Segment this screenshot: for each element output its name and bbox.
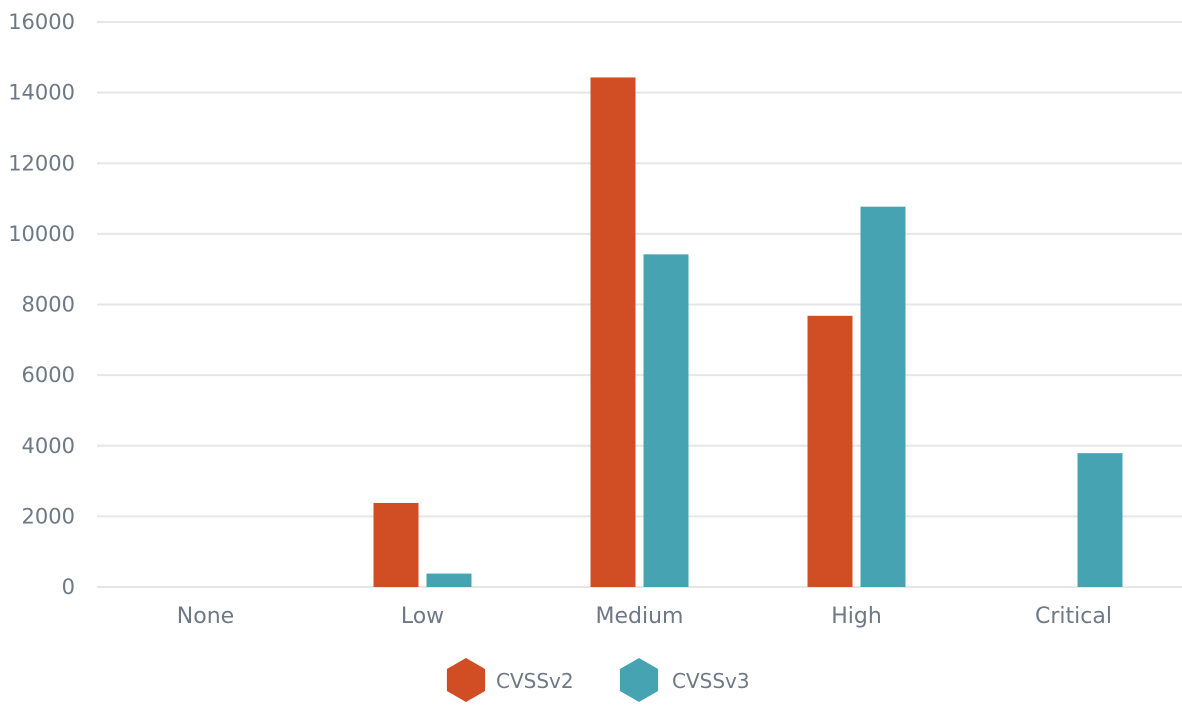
y-tick-label: 10000	[8, 222, 75, 246]
x-tick-label: Medium	[596, 604, 684, 629]
y-tick-label: 0	[62, 575, 75, 599]
y-tick-label: 16000	[8, 10, 75, 34]
bar-cvssv3-medium	[643, 254, 689, 587]
x-tick-label: None	[177, 604, 234, 629]
legend-item-cvssv2[interactable]: CVSSv2	[446, 658, 574, 702]
bar-cvssv2-high	[807, 315, 853, 587]
legend-label: CVSSv2	[496, 669, 574, 693]
x-tick-label: High	[831, 604, 882, 629]
hexagon-icon	[619, 658, 659, 702]
x-tick-label: Low	[401, 604, 444, 629]
legend-item-cvssv3[interactable]: CVSSv3	[619, 658, 750, 702]
y-tick-label: 12000	[8, 151, 75, 175]
bar-cvssv3-low	[426, 573, 472, 587]
bar-cvssv3-critical	[1077, 453, 1123, 587]
y-axis: 0 2000 4000 6000 8000 10000 12000 14000 16000	[8, 10, 75, 599]
grid	[97, 21, 1182, 588]
bar-cvssv3-high	[860, 206, 906, 587]
y-tick-label: 4000	[22, 434, 75, 458]
legend-label: CVSSv3	[672, 669, 750, 693]
y-tick-label: 14000	[8, 81, 75, 105]
x-tick-label: Critical	[1035, 604, 1112, 629]
y-tick-label: 6000	[22, 363, 75, 387]
x-axis: None Low Medium High Critical	[177, 604, 1112, 629]
bar-cvssv2-medium	[590, 77, 636, 588]
y-tick-label: 8000	[22, 293, 75, 317]
bar-cvssv2-low	[373, 502, 419, 587]
y-tick-label: 2000	[22, 504, 75, 528]
legend: CVSSv2 CVSSv3	[446, 658, 750, 702]
hexagon-icon	[446, 658, 486, 702]
bars	[373, 77, 1123, 588]
